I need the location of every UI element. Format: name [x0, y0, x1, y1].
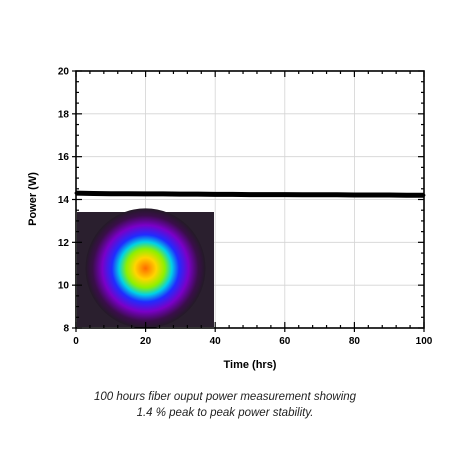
- caption-line-1: 100 hours fiber ouput power measurement …: [93, 391, 357, 403]
- y-tick-label: 12: [58, 238, 70, 249]
- y-tick-label: 10: [58, 281, 70, 292]
- y-axis-label: Power (W): [27, 172, 39, 226]
- data-point: [144, 192, 148, 196]
- beam-spot: [85, 208, 206, 329]
- axis-ticks: [72, 70, 425, 332]
- series-group: [74, 190, 426, 198]
- data-point: [405, 193, 408, 197]
- data-point: [161, 192, 165, 196]
- beam-profile-image: [77, 208, 214, 329]
- x-tick-label: 20: [140, 336, 152, 347]
- y-tick-label: 20: [58, 67, 70, 78]
- y-tick-label: 18: [58, 109, 70, 120]
- data-point: [231, 192, 235, 196]
- y-tick-label: 8: [63, 324, 69, 335]
- data-point: [283, 193, 287, 196]
- data-point: [248, 193, 252, 196]
- caption-line-2: 1.4 % peak to peak power stability.: [136, 407, 314, 419]
- data-point: [213, 192, 217, 196]
- x-tick-label: 60: [279, 336, 291, 347]
- y-tick-label: 14: [58, 195, 70, 206]
- x-tick-labels: 0 20 40 60 80 100: [73, 336, 433, 347]
- data-point: [300, 193, 304, 197]
- data-point: [126, 192, 130, 196]
- y-tick-label: 16: [58, 152, 70, 163]
- x-axis-label: Time (hrs): [224, 359, 277, 371]
- data-point: [353, 193, 356, 197]
- x-tick-label: 40: [210, 336, 222, 347]
- data-point: [335, 193, 339, 197]
- figure-caption: 100 hours fiber ouput power measurement …: [0, 389, 450, 421]
- x-tick-label: 100: [416, 336, 433, 347]
- data-point: [109, 192, 113, 196]
- data-point: [266, 193, 269, 196]
- data-point: [318, 193, 321, 197]
- data-point: [387, 193, 391, 197]
- x-tick-label: 0: [73, 336, 79, 347]
- data-point: [196, 192, 200, 196]
- x-tick-label: 80: [349, 336, 361, 347]
- data-point: [179, 192, 182, 196]
- data-point: [370, 193, 374, 197]
- y-tick-labels: 8 10 12 14 16 18 20: [58, 67, 70, 335]
- data-point: [92, 192, 95, 195]
